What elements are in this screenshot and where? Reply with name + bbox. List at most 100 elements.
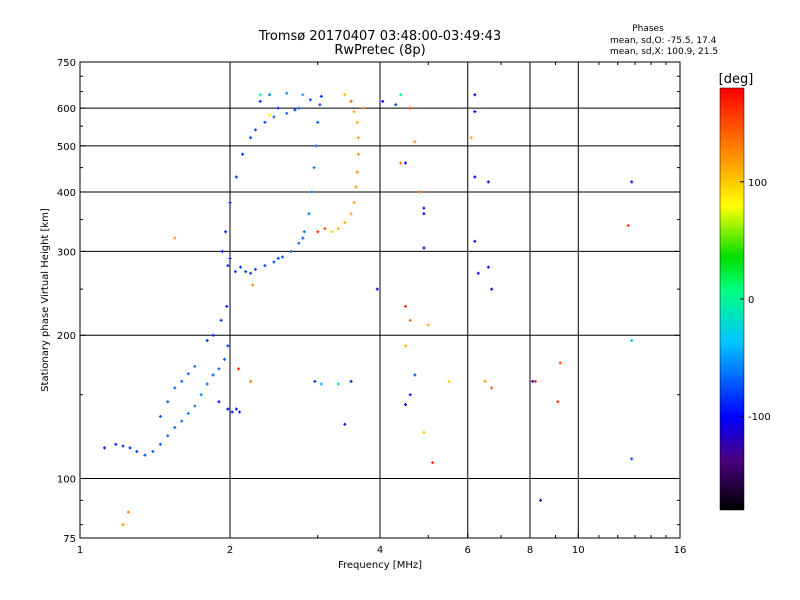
data-point <box>211 333 215 337</box>
data-point <box>276 256 280 260</box>
x-axis-ticks: 1 2 4 6 8 10 16 <box>77 62 687 556</box>
data-point <box>403 304 407 308</box>
data-point <box>217 367 221 371</box>
data-point <box>219 318 223 322</box>
data-point <box>316 120 320 124</box>
data-point <box>355 170 359 174</box>
data-point <box>630 457 634 461</box>
data-point <box>343 422 347 426</box>
data-point <box>238 410 242 414</box>
colorbar-tick-label: -100 <box>748 412 771 423</box>
data-point <box>249 136 253 140</box>
data-point <box>249 271 253 275</box>
data-point <box>186 372 190 376</box>
data-point <box>422 206 426 210</box>
data-point <box>381 99 385 103</box>
data-point <box>356 152 360 156</box>
data-point <box>630 180 634 184</box>
data-point <box>228 201 232 205</box>
data-point <box>211 373 215 377</box>
data-point <box>272 260 276 264</box>
data-point <box>486 180 490 184</box>
data-point <box>199 393 203 397</box>
data-point <box>226 344 230 348</box>
data-point <box>343 93 347 97</box>
data-points <box>103 91 634 527</box>
x-tick-label: 1 <box>77 545 83 556</box>
x-tick-label: 16 <box>674 545 687 556</box>
data-point <box>244 270 248 274</box>
data-point <box>403 344 407 348</box>
data-point <box>180 379 184 383</box>
data-point <box>539 498 543 502</box>
data-point <box>417 190 421 194</box>
data-point <box>408 393 412 397</box>
grid <box>80 62 680 538</box>
data-point <box>301 93 305 97</box>
data-point <box>399 93 403 97</box>
x-tick-label: 6 <box>465 545 471 556</box>
data-point <box>349 99 353 103</box>
data-point <box>399 161 403 165</box>
data-point <box>531 379 535 383</box>
data-point <box>239 265 243 269</box>
data-point <box>473 239 477 243</box>
data-point <box>126 510 130 514</box>
data-point <box>228 256 232 260</box>
data-point <box>226 264 230 268</box>
data-point <box>447 379 451 383</box>
data-point <box>253 128 257 132</box>
data-point <box>173 386 177 390</box>
data-point <box>336 382 340 386</box>
data-point <box>225 304 229 308</box>
data-point <box>276 106 280 110</box>
data-point <box>226 407 230 411</box>
data-point <box>272 115 276 119</box>
data-point <box>352 110 356 114</box>
data-point <box>355 120 359 124</box>
data-point <box>490 386 494 390</box>
x-tick-label: 2 <box>227 545 233 556</box>
data-point <box>193 364 197 368</box>
data-point <box>361 106 365 110</box>
data-point <box>319 94 323 98</box>
x-tick-label: 4 <box>377 545 383 556</box>
data-point <box>281 255 285 259</box>
data-point <box>297 241 301 245</box>
data-point <box>166 400 170 404</box>
x-tick-label: 10 <box>572 545 585 556</box>
data-point <box>375 287 379 291</box>
data-point <box>413 373 417 377</box>
data-point <box>301 236 305 240</box>
data-point <box>103 446 107 450</box>
data-point <box>483 379 487 383</box>
data-point <box>230 410 234 414</box>
data-point <box>626 224 630 228</box>
chart-subtitle: RwPretec (8p) <box>334 43 425 58</box>
y-tick-label: 75 <box>63 534 76 545</box>
data-point <box>476 271 480 275</box>
data-point <box>258 93 262 97</box>
data-point <box>349 379 353 383</box>
colorbar: [deg] -100 0 100 <box>719 72 771 511</box>
data-point <box>236 367 240 371</box>
data-point <box>205 382 209 386</box>
data-point <box>356 136 360 140</box>
data-point <box>285 111 289 115</box>
data-point <box>241 152 245 156</box>
data-point <box>413 140 417 144</box>
data-point <box>166 434 170 438</box>
data-point <box>408 318 412 322</box>
data-point <box>158 414 162 418</box>
y-tick-label: 750 <box>57 58 76 69</box>
data-point <box>121 444 125 448</box>
y-tick-label: 100 <box>57 475 76 486</box>
data-point <box>422 430 426 434</box>
data-point <box>310 190 314 194</box>
y-tick-label: 200 <box>57 331 76 342</box>
data-point <box>473 93 477 97</box>
data-point <box>313 379 317 383</box>
phases-o-stats: mean, sd,O: -75.5, 17.4 <box>610 36 717 46</box>
data-point <box>258 99 262 103</box>
